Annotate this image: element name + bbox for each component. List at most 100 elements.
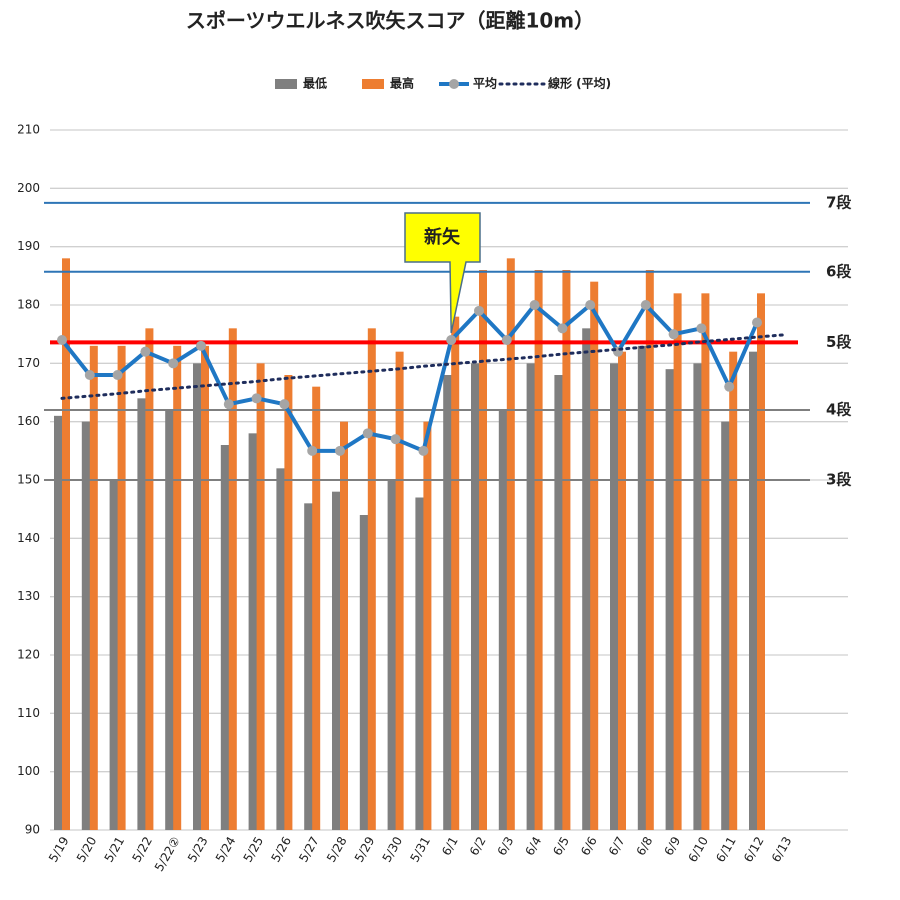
bar (451, 316, 460, 831)
x-tick-label: 6/10 (685, 834, 711, 864)
marker (696, 323, 707, 334)
bar (145, 328, 154, 830)
x-tick-label: 6/1 (439, 834, 461, 858)
y-tick-label: 210 (17, 123, 40, 137)
x-tick-label: 5/28 (324, 834, 350, 864)
bar (443, 375, 453, 830)
x-tick-label: 5/22 (129, 834, 155, 864)
x-tick-label: 6/6 (578, 834, 600, 858)
y-tick-label: 130 (17, 589, 40, 603)
marker (752, 317, 762, 328)
x-tick-label: 6/11 (713, 834, 739, 864)
bar (304, 503, 314, 830)
x-tick-label: 6/3 (495, 834, 517, 858)
x-tick-label: 5/26 (268, 834, 294, 864)
legend-swatch (275, 79, 297, 89)
bar (582, 328, 592, 830)
y-tick-label: 190 (17, 239, 40, 253)
marker (140, 346, 151, 357)
bar (721, 421, 731, 830)
reference-label: 7段 (826, 193, 851, 211)
bar (757, 293, 765, 830)
x-tick-label: 5/25 (241, 834, 267, 864)
bar (228, 328, 237, 830)
bar (201, 345, 209, 830)
bar (117, 345, 126, 830)
marker (557, 323, 568, 334)
bar (526, 363, 536, 830)
bar (165, 410, 175, 830)
x-tick-label: 6/12 (741, 834, 767, 864)
bar (340, 421, 348, 830)
bar (62, 258, 70, 830)
bar (220, 445, 230, 830)
bar (590, 281, 599, 831)
legend-label: 線形 (平均) (548, 76, 611, 91)
legend-label: 平均 (473, 76, 497, 91)
marker (57, 335, 67, 345)
line (60, 303, 759, 453)
y-tick-label: 120 (17, 648, 40, 662)
bar (610, 363, 619, 830)
marker (223, 399, 234, 410)
bar (284, 375, 293, 830)
x-tick-label: 5/24 (213, 834, 239, 864)
marker (585, 300, 596, 310)
marker (279, 399, 290, 410)
bar (673, 293, 682, 830)
bar (137, 398, 147, 830)
x-tick-label: 5/23 (185, 834, 211, 864)
annotation-callout (404, 212, 481, 333)
y-tick-label: 160 (17, 414, 40, 428)
x-tick-label: 5/31 (407, 834, 433, 864)
y-tick-label: 170 (17, 356, 40, 370)
bar (534, 270, 543, 830)
bar (479, 270, 487, 830)
marker (251, 393, 262, 404)
bar (701, 293, 710, 830)
x-tick-label: 5/30 (380, 834, 406, 864)
legend-label: 最低 (303, 76, 327, 91)
reference-label: 4段 (826, 401, 851, 419)
bar (618, 351, 626, 830)
bar (562, 270, 571, 830)
bar (173, 345, 182, 830)
marker (196, 340, 206, 351)
bar (749, 351, 758, 830)
reference-label: 6段 (826, 262, 851, 280)
bar (506, 258, 515, 830)
marker (168, 358, 179, 369)
y-tick-label: 100 (17, 764, 40, 778)
reference-label: 5段 (826, 333, 851, 351)
bar (693, 363, 703, 830)
bar (645, 270, 654, 830)
bar (637, 345, 647, 830)
x-tick-label: 6/4 (522, 834, 544, 858)
x-tick-label: 6/9 (661, 834, 683, 858)
bar (395, 351, 404, 830)
y-tick-label: 110 (17, 706, 40, 720)
y-tick-label: 180 (17, 298, 40, 312)
marker (84, 370, 95, 380)
marker (307, 445, 318, 456)
bar (387, 480, 397, 830)
marker (474, 305, 484, 316)
y-tick-label: 200 (17, 181, 40, 195)
bar (256, 363, 265, 830)
bar (367, 328, 376, 830)
bar (332, 491, 341, 830)
marker (418, 445, 429, 456)
bar (109, 480, 119, 830)
bar (359, 515, 369, 830)
x-tick-label: 5/20 (74, 834, 100, 864)
y-tick-label: 90 (25, 823, 40, 837)
marker (390, 434, 401, 445)
marker (446, 335, 457, 345)
x-tick-label: 6/7 (606, 834, 628, 858)
bar (415, 497, 425, 830)
marker (640, 300, 651, 310)
marker (362, 428, 373, 439)
x-tick-label: 5/19 (46, 834, 72, 864)
y-tick-label: 140 (17, 531, 40, 545)
